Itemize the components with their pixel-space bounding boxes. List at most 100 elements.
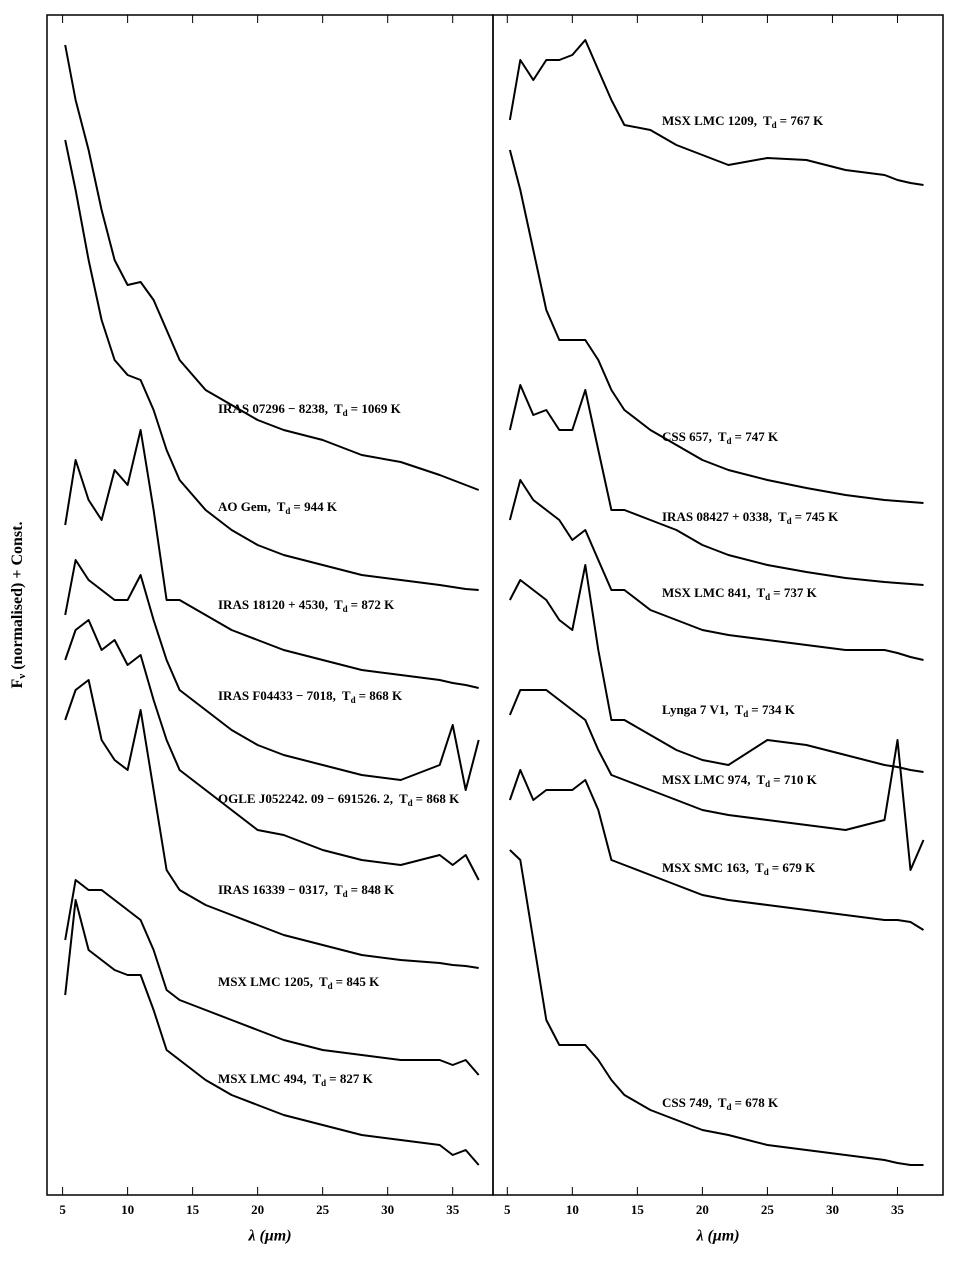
source-name: IRAS 18120 + 4530, — [218, 597, 328, 612]
td-value: = 868 K — [416, 791, 460, 806]
x-tick-label: 15 — [186, 1202, 200, 1217]
spectrum-line — [509, 564, 924, 773]
spectrum-line — [64, 679, 479, 969]
td-symbol: T — [277, 499, 286, 514]
spectrum-label: MSX LMC 1209, Td = 767 K — [662, 113, 824, 130]
x-tick-label: 10 — [566, 1202, 579, 1217]
x-axis-label: λ (μm) — [695, 1228, 739, 1245]
x-tick-label: 5 — [504, 1202, 511, 1217]
td-symbol: T — [756, 585, 765, 600]
td-subscript: d — [321, 1078, 326, 1088]
spectrum-line — [508, 39, 924, 186]
y-label-main: F — [9, 678, 26, 688]
source-name: OGLE J052242. 09 − 691526. 2, — [218, 791, 393, 806]
td-symbol: T — [735, 702, 744, 717]
td-value: = 734 K — [751, 702, 795, 717]
spectrum-line — [64, 619, 480, 881]
x-tick-label: 15 — [631, 1202, 645, 1217]
spectrum-label: IRAS 16339 − 0317, Td = 848 K — [218, 882, 395, 899]
td-symbol: T — [334, 401, 343, 416]
td-subscript: d — [765, 779, 770, 789]
source-name: AO Gem, — [218, 499, 271, 514]
td-symbol: T — [334, 882, 343, 897]
source-name: Lynga 7 V1, — [662, 702, 729, 717]
td-subscript: d — [343, 408, 348, 418]
td-subscript: d — [328, 981, 333, 991]
spectrum-label: IRAS 07296 − 8238, Td = 1069 K — [218, 401, 402, 418]
x-tick-label: 20 — [251, 1202, 264, 1217]
td-subscript: d — [727, 1102, 732, 1112]
x-tick-label: 25 — [316, 1202, 330, 1217]
source-name: MSX LMC 974, — [662, 772, 750, 787]
td-value: = 845 K — [336, 974, 380, 989]
td-value: = 1069 K — [351, 401, 402, 416]
spectrum-label: OGLE J052242. 09 − 691526. 2, Td = 868 K — [218, 791, 460, 808]
y-label-sub: ν — [16, 674, 28, 680]
td-subscript: d — [343, 604, 348, 614]
spectrum-label: MSX LMC 494, Td = 827 K — [218, 1071, 374, 1088]
spectrum-label: Lynga 7 V1, Td = 734 K — [662, 702, 796, 719]
td-symbol: T — [763, 113, 772, 128]
spectrum-label: IRAS F04433 − 7018, Td = 868 K — [218, 688, 403, 705]
td-symbol: T — [312, 1071, 321, 1086]
x-tick-label: 35 — [891, 1202, 905, 1217]
spectrum-line — [64, 44, 480, 491]
x-tick-label: 30 — [826, 1202, 839, 1217]
spectrum-label: IRAS 18120 + 4530, Td = 872 K — [218, 597, 395, 614]
panel-frame — [492, 14, 944, 1196]
y-label-rest: (normalised) + Const. — [9, 522, 26, 670]
td-symbol: T — [342, 688, 351, 703]
td-subscript: d — [772, 120, 777, 130]
x-tick-label: 25 — [761, 1202, 775, 1217]
source-name: MSX LMC 841, — [662, 585, 750, 600]
td-value: = 872 K — [351, 597, 395, 612]
spectrum-line — [64, 429, 479, 689]
td-subscript: d — [764, 867, 769, 877]
td-value: = 868 K — [359, 688, 403, 703]
td-subscript: d — [727, 436, 732, 446]
td-subscript: d — [285, 506, 290, 516]
spectrum-label: CSS 749, Td = 678 K — [662, 1095, 779, 1112]
td-symbol: T — [778, 509, 787, 524]
spectrum-line — [508, 689, 925, 871]
td-subscript: d — [343, 889, 348, 899]
td-symbol: T — [718, 1095, 727, 1110]
td-symbol: T — [756, 772, 765, 787]
spectrum-label: MSX LMC 841, Td = 737 K — [662, 585, 818, 602]
spectrum-line — [64, 559, 480, 791]
td-subscript: d — [351, 695, 356, 705]
spectrum-line — [64, 879, 480, 1076]
td-value: = 737 K — [773, 585, 817, 600]
td-value: = 745 K — [795, 509, 839, 524]
source-name: MSX SMC 163, — [662, 860, 749, 875]
spectrum-line — [508, 384, 924, 586]
td-value: = 944 K — [293, 499, 337, 514]
td-value: = 848 K — [351, 882, 395, 897]
td-value: = 747 K — [735, 429, 779, 444]
td-symbol: T — [334, 597, 343, 612]
spectrum-label: MSX LMC 974, Td = 710 K — [662, 772, 818, 789]
td-subscript: d — [787, 516, 792, 526]
source-name: MSX LMC 1209, — [662, 113, 757, 128]
td-value: = 678 K — [735, 1095, 779, 1110]
td-value: = 767 K — [780, 113, 824, 128]
source-name: CSS 749, — [662, 1095, 712, 1110]
td-symbol: T — [399, 791, 408, 806]
source-name: IRAS F04433 − 7018, — [218, 688, 336, 703]
spectrum-line — [508, 149, 924, 504]
spectrum-label: MSX SMC 163, Td = 679 K — [662, 860, 816, 877]
spectrum-line — [508, 769, 925, 931]
spectrum-line — [64, 139, 479, 591]
x-tick-label: 20 — [696, 1202, 709, 1217]
spectrum-label: IRAS 08427 + 0338, Td = 745 K — [662, 509, 839, 526]
source-name: IRAS 16339 − 0317, — [218, 882, 328, 897]
td-symbol: T — [755, 860, 764, 875]
td-subscript: d — [743, 709, 748, 719]
spectrum-line — [508, 479, 924, 661]
spectrum-label: CSS 657, Td = 747 K — [662, 429, 779, 446]
td-value: = 679 K — [772, 860, 816, 875]
x-tick-label: 30 — [381, 1202, 394, 1217]
td-symbol: T — [319, 974, 328, 989]
